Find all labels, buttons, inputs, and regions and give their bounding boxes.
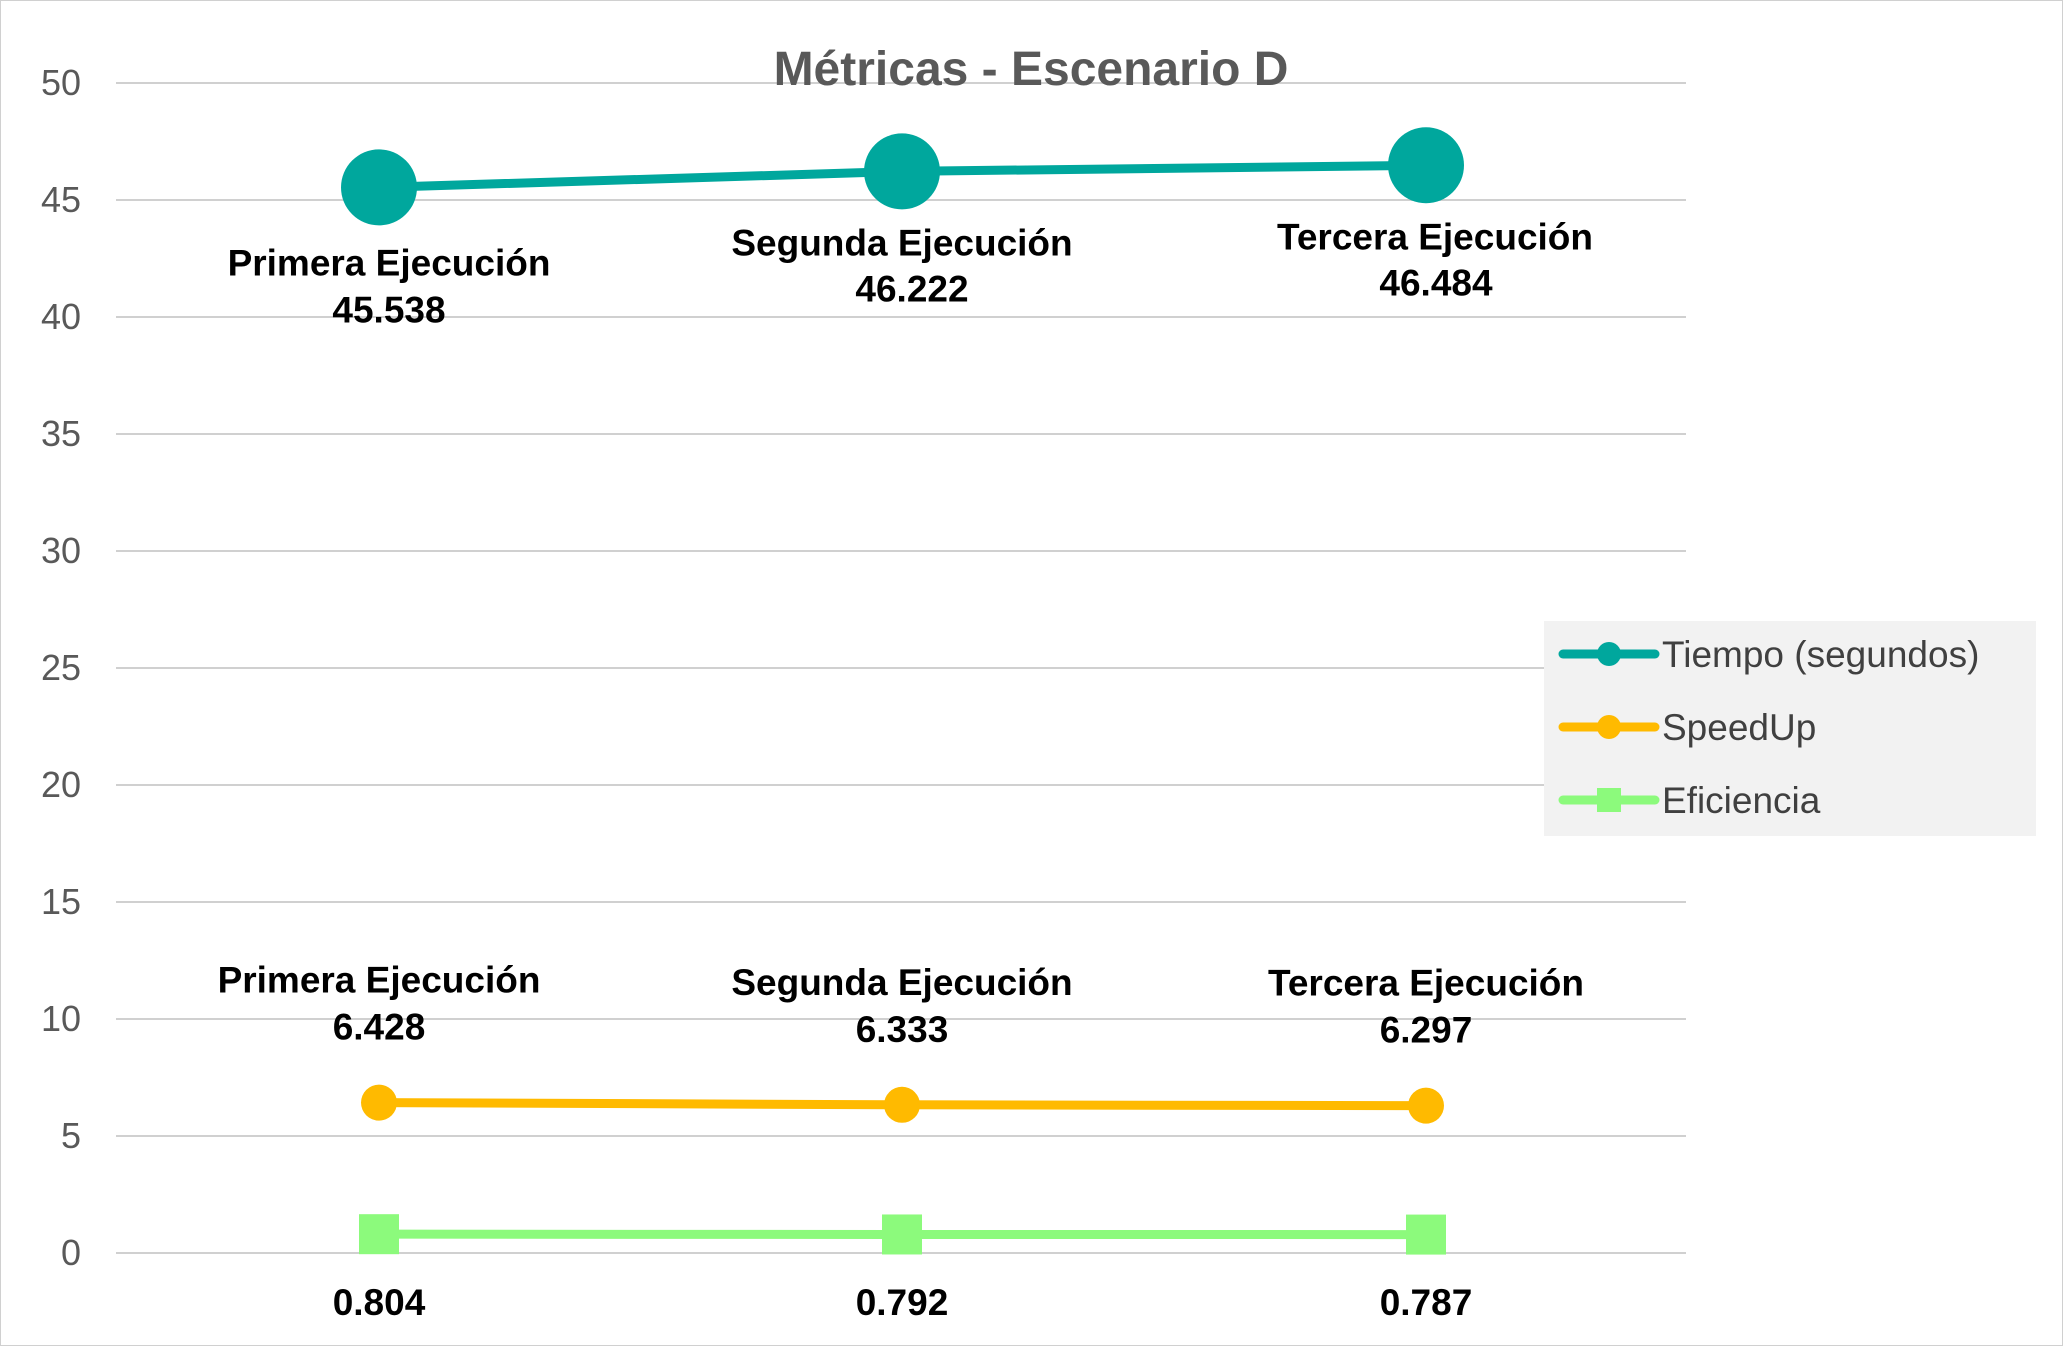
legend-marker bbox=[1597, 788, 1621, 812]
category-label: Tercera Ejecución bbox=[1268, 963, 1584, 1004]
category-label: Segunda Ejecución bbox=[731, 962, 1072, 1003]
data-point bbox=[1388, 127, 1464, 203]
data-point bbox=[864, 133, 940, 209]
value-label: 0.804 bbox=[333, 1282, 426, 1323]
value-label: 0.792 bbox=[856, 1282, 949, 1323]
data-point bbox=[1406, 1215, 1446, 1255]
chart-title: Métricas - Escenario D bbox=[774, 43, 1289, 96]
legend-marker bbox=[1597, 642, 1621, 666]
value-label: 6.297 bbox=[1380, 1010, 1473, 1051]
value-label: 46.222 bbox=[855, 268, 968, 309]
legend-label: Tiempo (segundos) bbox=[1662, 634, 1979, 675]
y-tick-label: 5 bbox=[61, 1115, 81, 1156]
y-tick-label: 45 bbox=[41, 179, 81, 220]
legend-label: SpeedUp bbox=[1662, 707, 1816, 748]
y-tick-label: 30 bbox=[41, 530, 81, 571]
data-point bbox=[359, 1214, 399, 1254]
legend-label: Eficiencia bbox=[1662, 780, 1821, 821]
y-tick-label: 0 bbox=[61, 1232, 81, 1273]
data-point bbox=[341, 149, 417, 225]
legend: Tiempo (segundos) SpeedUp Eficiencia bbox=[1544, 621, 2036, 836]
data-labels: Primera Ejecución 45.538 Segunda Ejecución… bbox=[218, 216, 1593, 1323]
value-label: 6.333 bbox=[856, 1009, 949, 1050]
data-point bbox=[1408, 1088, 1444, 1124]
value-label: 46.484 bbox=[1379, 262, 1493, 303]
category-label: Primera Ejecución bbox=[218, 960, 541, 1001]
data-point bbox=[361, 1085, 397, 1121]
category-label: Tercera Ejecución bbox=[1277, 216, 1593, 257]
y-tick-label: 15 bbox=[41, 881, 81, 922]
value-label: 45.538 bbox=[332, 289, 445, 330]
y-tick-label: 50 bbox=[41, 62, 81, 103]
data-point bbox=[884, 1087, 920, 1123]
value-label: 6.428 bbox=[333, 1007, 426, 1048]
category-label: Primera Ejecución bbox=[228, 242, 551, 283]
category-label: Segunda Ejecución bbox=[731, 222, 1072, 263]
y-tick-label: 40 bbox=[41, 296, 81, 337]
y-tick-label: 25 bbox=[41, 647, 81, 688]
data-point bbox=[882, 1214, 922, 1254]
value-label: 0.787 bbox=[1380, 1282, 1473, 1323]
y-tick-label: 10 bbox=[41, 998, 81, 1039]
legend-marker bbox=[1597, 715, 1621, 739]
y-tick-label: 20 bbox=[41, 764, 81, 805]
y-tick-label: 35 bbox=[41, 413, 81, 454]
y-axis-ticks: 0 5 10 15 20 25 30 35 40 45 50 bbox=[41, 62, 81, 1273]
